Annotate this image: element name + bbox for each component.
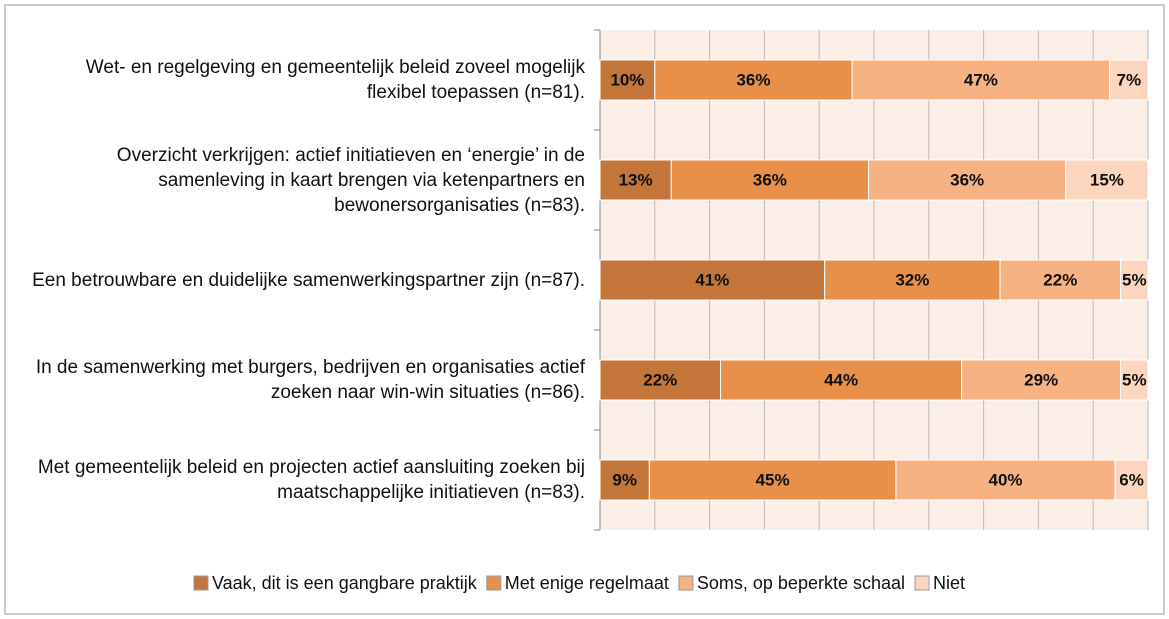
bar-segment xyxy=(1120,259,1149,301)
legend-label: Niet xyxy=(933,573,965,593)
bar-segment xyxy=(599,359,722,401)
value-label: 22% xyxy=(643,370,677,389)
legend-label: Soms, op beperkte schaal xyxy=(697,573,905,593)
category-text: Wet- en regelgeving en gemeentelijk bele… xyxy=(85,57,585,103)
value-label: 47% xyxy=(964,70,998,89)
category-label: Overzicht verkrijgen: actief initiatieve… xyxy=(10,130,585,230)
value-label: 36% xyxy=(950,170,984,189)
value-label: 40% xyxy=(989,470,1023,489)
bar-segment xyxy=(868,159,1067,201)
value-label: 6% xyxy=(1119,470,1144,489)
bar-segment xyxy=(1109,59,1149,101)
value-label: 44% xyxy=(824,370,858,389)
bar-segment xyxy=(824,259,1001,301)
bar-segment xyxy=(599,159,672,201)
bar-segment xyxy=(599,259,826,301)
value-label: 5% xyxy=(1122,370,1147,389)
bar-segment xyxy=(599,59,656,101)
bar-segment xyxy=(670,159,870,201)
value-label: 13% xyxy=(619,170,653,189)
category-label: Wet- en regelgeving en gemeentelijk bele… xyxy=(10,30,585,130)
category-text: Een betrouwbare en duidelijke samenwerki… xyxy=(32,269,585,291)
value-label: 15% xyxy=(1090,170,1124,189)
legend-swatch xyxy=(678,575,694,591)
legend-swatch xyxy=(486,575,502,591)
value-label: 5% xyxy=(1122,270,1147,289)
value-label: 32% xyxy=(895,270,929,289)
value-label: 45% xyxy=(756,470,790,489)
frame xyxy=(4,4,1165,615)
value-label: 36% xyxy=(736,70,770,89)
bar-segment xyxy=(1114,459,1149,501)
value-label: 9% xyxy=(612,470,637,489)
bar-segment xyxy=(599,459,650,501)
value-label: 7% xyxy=(1117,70,1142,89)
legend-label: Vaak, dit is een gangbare praktijk xyxy=(212,573,478,593)
category-label: In de samenwerking met burgers, bedrijve… xyxy=(10,330,585,430)
value-label: 41% xyxy=(695,270,729,289)
legend-swatch xyxy=(193,575,209,591)
bar-segment xyxy=(1120,359,1149,401)
bar-segment xyxy=(961,359,1122,401)
bar-segment xyxy=(654,59,853,101)
category-label: Een betrouwbare en duidelijke samenwerki… xyxy=(10,230,585,330)
value-label: 22% xyxy=(1043,270,1077,289)
category-text: Met gemeentelijk beleid en projecten act… xyxy=(37,457,585,503)
category-text: Overzicht verkrijgen: actief initiatieve… xyxy=(116,144,585,216)
legend-label: Met enige regelmaat xyxy=(505,573,669,593)
category-label: Met gemeentelijk beleid en projecten act… xyxy=(10,430,585,530)
category-text: In de samenwerking met burgers, bedrijve… xyxy=(35,357,585,403)
value-label: 29% xyxy=(1024,370,1058,389)
value-label: 36% xyxy=(753,170,787,189)
bar-segment xyxy=(648,459,897,501)
bar-segment xyxy=(999,259,1122,301)
bar-segment xyxy=(1065,159,1149,201)
bar-segment xyxy=(720,359,963,401)
legend-swatch xyxy=(914,575,930,591)
value-label: 10% xyxy=(610,70,644,89)
